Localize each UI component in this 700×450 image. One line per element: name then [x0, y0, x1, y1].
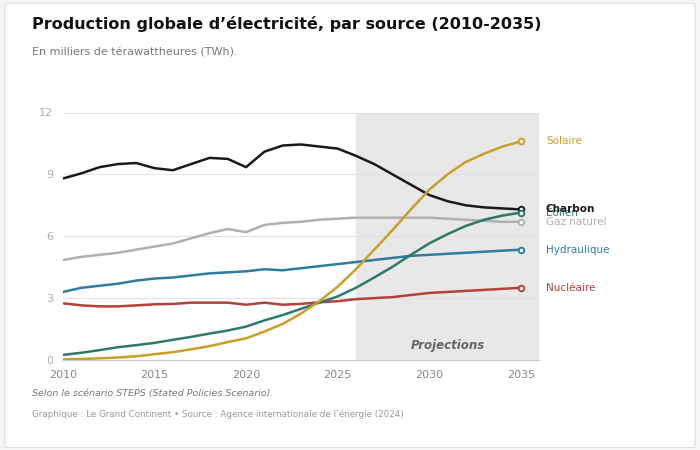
- Text: Éolien: Éolien: [546, 207, 578, 217]
- Text: Nucléaire: Nucléaire: [546, 283, 595, 293]
- Text: Gaz naturel: Gaz naturel: [546, 217, 606, 227]
- Text: Hydraulique: Hydraulique: [546, 245, 610, 255]
- Text: En milliers de térawattheures (TWh).: En milliers de térawattheures (TWh).: [32, 47, 237, 57]
- Text: Production globale d’électricité, par source (2010-2035): Production globale d’électricité, par so…: [32, 16, 541, 32]
- Text: Charbon: Charbon: [546, 204, 595, 215]
- Text: Solaire: Solaire: [546, 136, 582, 146]
- Bar: [356, 112, 539, 360]
- Text: Projections: Projections: [410, 339, 484, 352]
- Text: Graphique : Le Grand Continent • Source : Agence internationale de l’énergie (20: Graphique : Le Grand Continent • Source …: [32, 410, 403, 419]
- Text: Selon le scénario STEPS (Stated Policies Scenario).: Selon le scénario STEPS (Stated Policies…: [32, 389, 273, 398]
